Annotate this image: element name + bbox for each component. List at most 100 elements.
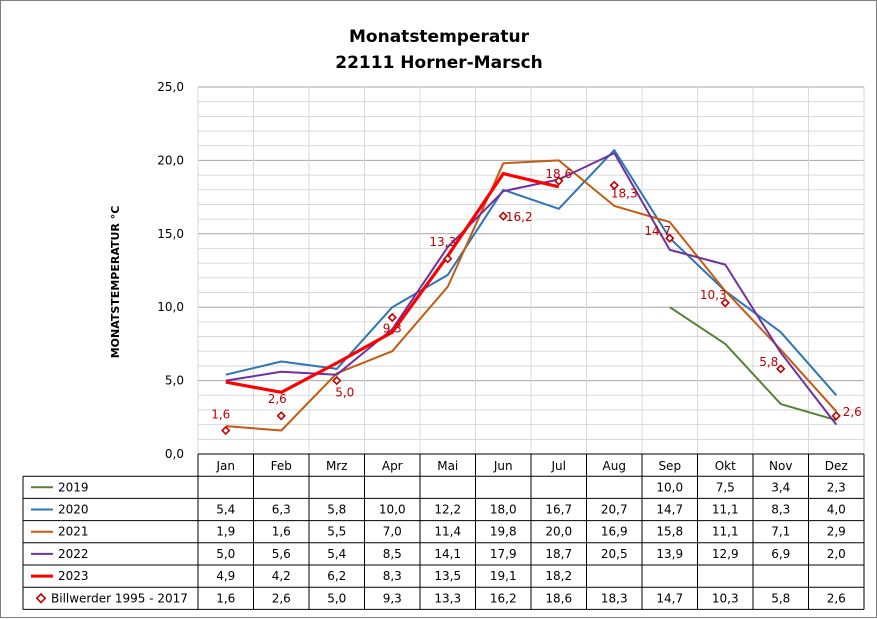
table-cell-value: 20,7 [601,503,628,517]
data-table: Jan Feb Mrz Apr Mai Jun Jul Aug Sep Okt Nov Dez 2019… [22,453,865,610]
table-cell-value: 18,2 [545,569,572,583]
table-cell-value: 18,7 [545,547,572,561]
data-marker [443,254,453,264]
legend-entry: 2023 [58,569,89,583]
legend-entry: 2020 [58,503,89,517]
data-marker [332,375,342,386]
data-label: 18,6 [545,167,572,181]
legend-entry: 2021 [58,525,89,539]
data-label: 10,3 [700,288,727,302]
data-label-layer: 1,6 2,6 5,0 9,3 13,3 16,2 18,6 18,3 14,7 10,3 5,8 2… [211,167,862,422]
table-cell-value: 10,3 [712,591,739,605]
x-tick-label: Mai [437,459,458,473]
table-cell-value: 5,0 [216,547,235,561]
data-label: 1,6 [211,408,230,422]
table-cell-value: 2,0 [827,547,846,561]
table-cell-value: 6,9 [771,547,790,561]
table-cell-value: 11,4 [434,525,461,539]
table-cell-value: 4,2 [272,569,291,583]
x-tick-label: Jul [551,459,566,473]
table-cell-value: 7,5 [716,480,735,494]
data-marker [720,298,730,308]
table-cell-value: 13,9 [656,547,683,561]
table-cell-value: 1,6 [272,525,291,539]
data-marker [609,180,619,191]
table-cell-value: 13,5 [434,569,461,583]
table-cell-value: 19,8 [490,525,517,539]
table-cell-value: 16,9 [601,525,628,539]
table-cell-value: 11,1 [712,525,739,539]
series-layer [221,149,841,436]
table-cell-value: 14,7 [656,503,683,517]
x-tick-label: Nov [769,459,792,473]
table-cell-value: 10,0 [379,503,406,517]
table-cell-value: 18,0 [490,503,517,517]
y-tick-label: 0,0 [165,447,184,461]
table-cell-value: 2,6 [827,591,846,605]
table-cell-value: 20,0 [545,525,572,539]
table-cell-value: 16,2 [490,591,517,605]
table-cell-value: 7,1 [771,525,790,539]
legend-key-marker [35,592,47,604]
table-cell-value: 5,4 [327,547,346,561]
table-cell-value: 19,1 [490,569,517,583]
table-cell-value: 6,2 [327,569,346,583]
data-marker [831,411,841,421]
grid-layer: 0,0 5,0 10,0 15,0 20,0 25,0 [157,80,865,461]
x-tick-label: Aug [603,459,626,473]
table-cell-value: 16,7 [545,503,572,517]
data-label: 16,2 [506,210,533,224]
table-cell-value: 5,0 [327,591,346,605]
data-label: 5,8 [759,355,778,369]
table-cell-value: 7,0 [383,525,402,539]
data-label: 2,6 [843,405,862,419]
y-tick-label: 10,0 [157,300,184,314]
data-marker [665,233,675,243]
y-tick-label: 15,0 [157,227,184,241]
table-cell-value: 17,9 [490,547,517,561]
data-label: 18,3 [611,186,638,200]
x-tick-label: Jun [493,459,513,473]
x-tick-label: Mrz [326,459,348,473]
table-cell-value: 13,3 [434,591,461,605]
table-cell-value: 14,7 [656,591,683,605]
series-line [225,152,838,426]
x-tick-label: Dez [825,459,848,473]
series-line [225,159,838,432]
series-line [669,306,837,422]
table-cell-value: 5,4 [216,503,235,517]
table-cell-value: 1,9 [216,525,235,539]
table-cell-value: 4,0 [827,503,846,517]
chart-subtitle: 22111 Horner-Marsch [335,53,543,73]
data-label: 13,3 [429,235,456,249]
x-tick-label: Sep [658,459,681,473]
table-cell-value: 8,3 [771,503,790,517]
table-cell-value: 18,6 [545,591,572,605]
table-cell-value: 18,3 [601,591,628,605]
x-tick-label: Feb [271,459,292,473]
table-cell-value: 15,8 [656,525,683,539]
table-cell-value: 2,3 [827,480,846,494]
table-cell-value: 5,6 [272,547,291,561]
data-label: 2,6 [268,392,287,406]
table-cell-value: 8,5 [383,547,402,561]
table-cell-value: 14,1 [434,547,461,561]
table-cell-value: 8,3 [383,569,402,583]
data-marker [554,176,564,186]
table-cell-value: 5,8 [327,503,346,517]
table-cell-value: 20,5 [601,547,628,561]
table-cell-value: 2,6 [272,591,291,605]
table-cell-value: 3,4 [771,480,790,494]
table-cell-value: 5,8 [771,591,790,605]
table-cell-value: 10,0 [656,480,683,494]
table-cell-value: 2,9 [827,525,846,539]
data-marker [498,211,508,221]
data-label: 9,3 [383,321,402,335]
data-label: 5,0 [335,386,354,400]
table-cell-value: 6,3 [272,503,291,517]
legend-entry: 2022 [58,547,89,561]
table-cell-value: 5,5 [327,525,346,539]
data-marker [276,411,286,421]
